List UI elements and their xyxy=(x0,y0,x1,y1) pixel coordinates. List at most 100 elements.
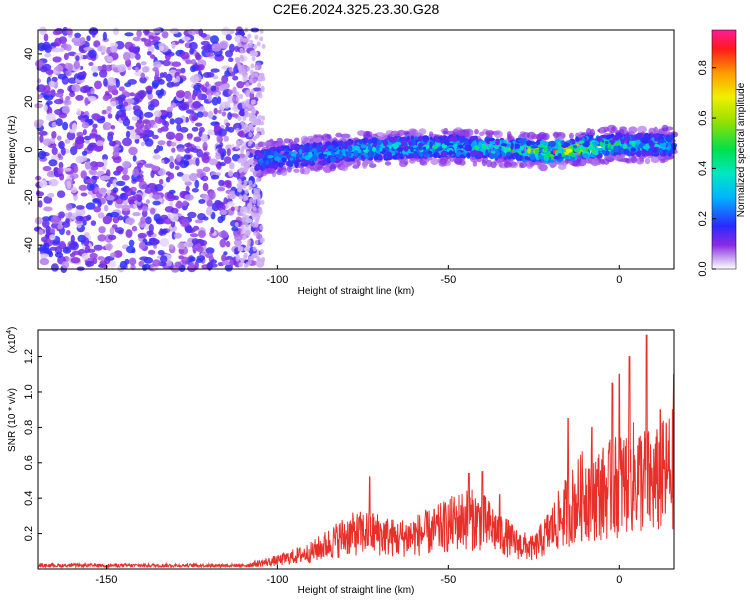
spectrogram-noise-cell xyxy=(182,200,188,207)
spectrogram-band-cell xyxy=(614,151,619,155)
spectrogram-noise-cell xyxy=(153,213,161,222)
spectrogram-noise-cell xyxy=(39,253,50,258)
spectrogram-noise-cell xyxy=(229,43,235,53)
spectrogram-noise-cell xyxy=(124,32,134,37)
spectrogram-band-cell xyxy=(369,156,373,160)
spectrogram-noise-cell xyxy=(162,59,171,67)
spectrogram-band-cell xyxy=(613,145,619,153)
colorbar-ticks: 0.0 0.2 0.4 0.6 0.8 xyxy=(697,60,716,277)
spectrogram-noise-cell xyxy=(136,29,142,38)
spectrogram-band-halo xyxy=(572,161,579,167)
spectrogram-noise-cell xyxy=(125,217,135,225)
spectrogram-noise-cell xyxy=(252,198,257,204)
spectrogram-noise-cell xyxy=(221,254,227,262)
spectrogram-band-cell xyxy=(301,158,307,165)
spectrogram-noise-cell xyxy=(258,93,263,99)
spectrogram-noise-cell xyxy=(252,206,257,212)
spectrogram-x-ticks: -150 -100 -50 0 xyxy=(95,265,622,286)
spectrogram-noise-cell xyxy=(259,225,264,231)
spectrogram-noise-cell xyxy=(189,41,198,51)
spectrogram-noise-cell xyxy=(155,89,163,96)
spectrogram-noise-cell xyxy=(113,250,123,258)
spectrogram-band-cell xyxy=(429,136,433,140)
spectrogram-noise-cell xyxy=(243,195,248,200)
spectrogram-noise-cell xyxy=(168,244,174,250)
spectrogram-noise-cell xyxy=(235,140,240,146)
spectrogram-noise-cell xyxy=(225,126,230,132)
snr-x-tick-label: -50 xyxy=(440,574,456,586)
snr-y-tick-label: 0.4 xyxy=(23,491,35,506)
spectrogram-noise-cell xyxy=(205,247,215,255)
spectrogram-noise-cell xyxy=(184,225,194,234)
spectrogram-noise-cell xyxy=(223,156,232,164)
spectrogram-band-cell xyxy=(451,136,458,143)
spectrogram-noise-cell xyxy=(243,254,248,260)
spectrogram-noise-cell xyxy=(245,214,250,220)
spectrogram-noise-cell xyxy=(252,99,257,105)
spectrogram-noise-cell xyxy=(174,165,180,170)
spectrogram-band-halo xyxy=(362,160,369,167)
spectrogram-noise-cell xyxy=(251,214,256,220)
spectrogram-noise-cell xyxy=(74,166,79,173)
spectrogram-noise-cell xyxy=(252,222,256,228)
spectrogram-band-cell xyxy=(273,151,278,158)
spectrogram-noise-cell xyxy=(144,188,153,194)
snr-x-ticks: -150 -100 -50 0 xyxy=(95,565,622,586)
spectrogram-noise-cell xyxy=(57,167,64,175)
spectrogram-noise-cell xyxy=(180,67,186,74)
spectrogram-noise-cell xyxy=(211,174,220,180)
spectrogram-noise-cell xyxy=(256,215,261,221)
spectrogram-noise-cell xyxy=(75,205,85,210)
spectrogram-band-cell xyxy=(294,144,301,151)
spectrogram-noise-cell xyxy=(181,256,189,265)
spectrogram-band-cell xyxy=(343,156,350,160)
spectrogram-noise-cell xyxy=(141,205,149,212)
spectrogram-noise-cell xyxy=(221,27,231,36)
spectrogram-band-cell xyxy=(488,137,495,142)
spectrogram-band-halo xyxy=(409,129,419,137)
spectrogram-cells xyxy=(33,26,679,273)
spectrogram-band-cell xyxy=(619,134,624,138)
spectrogram-noise-cell xyxy=(75,55,80,62)
spectrogram-noise-cell xyxy=(211,43,222,52)
spectrogram-band-cell xyxy=(290,153,298,157)
spectrogram-noise-cell xyxy=(140,216,147,224)
spectrogram-band-cell xyxy=(265,160,270,166)
spectrogram-band-cell xyxy=(659,139,665,144)
spectrogram-noise-cell xyxy=(160,255,168,264)
spectrogram-noise-cell xyxy=(260,85,265,91)
spectrogram-noise-cell xyxy=(85,260,95,267)
spectrogram-noise-cell xyxy=(150,207,156,215)
spectrogram-noise-cell xyxy=(89,27,99,35)
spectrogram-noise-cell xyxy=(221,111,227,117)
spectrogram-noise-cell xyxy=(250,89,255,94)
spectrogram-band-cell xyxy=(635,139,641,145)
spectrogram-band-cell xyxy=(534,148,540,155)
spectrogram-noise-cell xyxy=(80,170,87,179)
spectrogram-noise-cell xyxy=(38,150,47,160)
spectrogram-band-halo xyxy=(453,156,462,164)
spectrogram-noise-cell xyxy=(49,234,56,241)
spectrogram-noise-cell xyxy=(240,224,245,230)
spectrogram-noise-cell xyxy=(97,256,105,261)
spectrogram-band-cell xyxy=(437,155,442,159)
spectrogram-noise-cell xyxy=(107,77,116,86)
spectrogram-band-cell xyxy=(419,135,423,141)
spectrogram-noise-cell xyxy=(171,147,176,153)
spectrogram-band-cell xyxy=(391,143,397,148)
spectrogram-band-cell xyxy=(274,156,282,161)
spectrogram-band-halo xyxy=(644,157,651,165)
spectrogram-noise-cell xyxy=(144,29,149,36)
spectrogram-noise-cell xyxy=(184,194,194,201)
spectrogram-noise-cell xyxy=(219,162,226,167)
spectrogram-noise-cell xyxy=(202,141,208,151)
spectrogram-band-cell xyxy=(301,146,306,154)
spectrogram-noise-cell xyxy=(56,190,66,198)
spectrogram-band-cell xyxy=(522,152,530,157)
spectrogram-noise-cell xyxy=(218,179,225,187)
spectrogram-noise-cell xyxy=(249,78,254,84)
spectrogram-band-cell xyxy=(410,135,415,140)
spectrogram-noise-cell xyxy=(152,259,161,267)
spectrogram-noise-cell xyxy=(51,47,62,53)
spectrogram-noise-cell xyxy=(76,131,84,138)
